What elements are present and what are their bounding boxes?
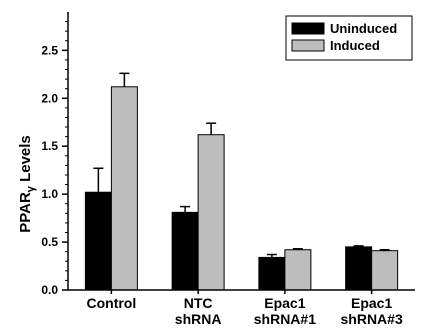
x-tick-label: Epac1 shRNA#1 (254, 295, 316, 327)
x-tick-label: Control (86, 295, 136, 311)
y-tick-label: 1.5 (41, 139, 58, 153)
y-tick-label: 0.0 (41, 283, 58, 297)
x-tick-label-line: shRNA#3 (341, 311, 403, 327)
bar (258, 256, 286, 291)
x-tick-label-line: NTC (184, 295, 213, 311)
y-axis-title-main: PPAR (17, 192, 34, 233)
x-tick-label: NTC shRNA (175, 295, 222, 327)
bar (284, 249, 312, 291)
y-tick-label: 0.5 (41, 235, 58, 249)
x-tick-label-line: Epac1 (351, 295, 392, 311)
legend-swatch (291, 22, 325, 35)
y-tick-label: 2.5 (41, 43, 58, 57)
y-axis-title-subscript: γ (25, 185, 37, 192)
bar (197, 134, 225, 291)
bar (84, 191, 112, 291)
x-tick-label-line: shRNA#1 (254, 311, 316, 327)
legend-label: Uninduced (330, 21, 397, 36)
bars (84, 72, 399, 291)
bar (110, 86, 138, 291)
y-tick-label: 2.0 (41, 91, 58, 105)
legend: Uninduced Induced (285, 15, 413, 61)
x-tick-label: Epac1 shRNA#3 (341, 295, 403, 327)
x-tick-label-line: Control (86, 295, 136, 311)
y-axis-title: PPARγ Levels (17, 135, 37, 233)
y-tick-label: 1.0 (41, 187, 58, 201)
x-tick-label-line: Epac1 (264, 295, 305, 311)
x-tick-label-line: shRNA (175, 311, 222, 327)
legend-swatch (291, 39, 325, 52)
bar (371, 250, 399, 291)
bar (171, 211, 199, 291)
bar (345, 246, 373, 291)
legend-label: Induced (330, 38, 380, 53)
y-axis-title-rest: Levels (17, 135, 34, 186)
